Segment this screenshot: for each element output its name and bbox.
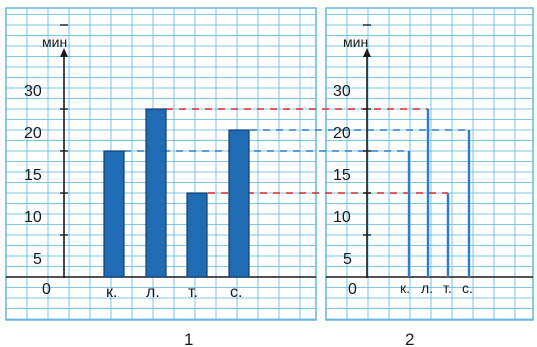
category-label-l-panel-1: л. xyxy=(146,284,160,301)
y-axis-arrow-panel-2 xyxy=(363,48,371,57)
bar-s-panel-1 xyxy=(228,129,250,278)
tick-label-5-panel-1: 5 xyxy=(33,251,42,268)
ylabel-panel-1: мин xyxy=(42,34,67,50)
y-axis-arrow-panel-1 xyxy=(60,48,68,57)
tick-label-15-panel-1: 15 xyxy=(24,167,42,184)
grid-layer xyxy=(5,7,534,321)
tick-label-10-panel-1: 10 xyxy=(24,209,42,226)
bar-chart-panel-1: мин 30 20 15 10 5 0 к. л. т. с. 1 xyxy=(6,24,316,347)
category-label-s-panel-1: с. xyxy=(230,284,242,301)
bar-l-panel-1 xyxy=(145,108,167,278)
category-label-t-panel-2: т. xyxy=(443,280,452,296)
ylabel-panel-2: мин xyxy=(343,34,368,50)
tick-label-10-panel-2: 10 xyxy=(333,209,351,226)
panel-border-1 xyxy=(5,7,317,321)
tick-label-0-panel-1: 0 xyxy=(42,281,51,298)
panel-caption-2: 2 xyxy=(405,330,414,347)
bar-k-panel-1 xyxy=(103,150,125,278)
panel-border-2 xyxy=(325,7,534,321)
category-label-k-panel-2: к. xyxy=(400,280,410,296)
category-label-l-panel-2: л. xyxy=(421,280,433,296)
line-bar-chart-panel-2: мин 30 20 15 10 5 0 к. л. т. с. 2 xyxy=(326,24,533,347)
tick-label-15-panel-2: 15 xyxy=(333,167,351,184)
category-label-t-panel-1: т. xyxy=(188,284,198,301)
tick-label-30-panel-1: 30 xyxy=(24,83,42,100)
tick-label-20-panel-1: 20 xyxy=(24,125,42,142)
tick-label-20-panel-2: 20 xyxy=(333,125,351,142)
tick-label-0-panel-2: 0 xyxy=(348,281,357,298)
category-label-s-panel-2: с. xyxy=(462,280,473,296)
tick-label-30-panel-2: 30 xyxy=(333,83,351,100)
category-label-k-panel-1: к. xyxy=(106,284,117,301)
bar-t-panel-1 xyxy=(186,192,208,278)
panel-caption-1: 1 xyxy=(184,330,193,347)
tick-label-5-panel-2: 5 xyxy=(343,251,352,268)
